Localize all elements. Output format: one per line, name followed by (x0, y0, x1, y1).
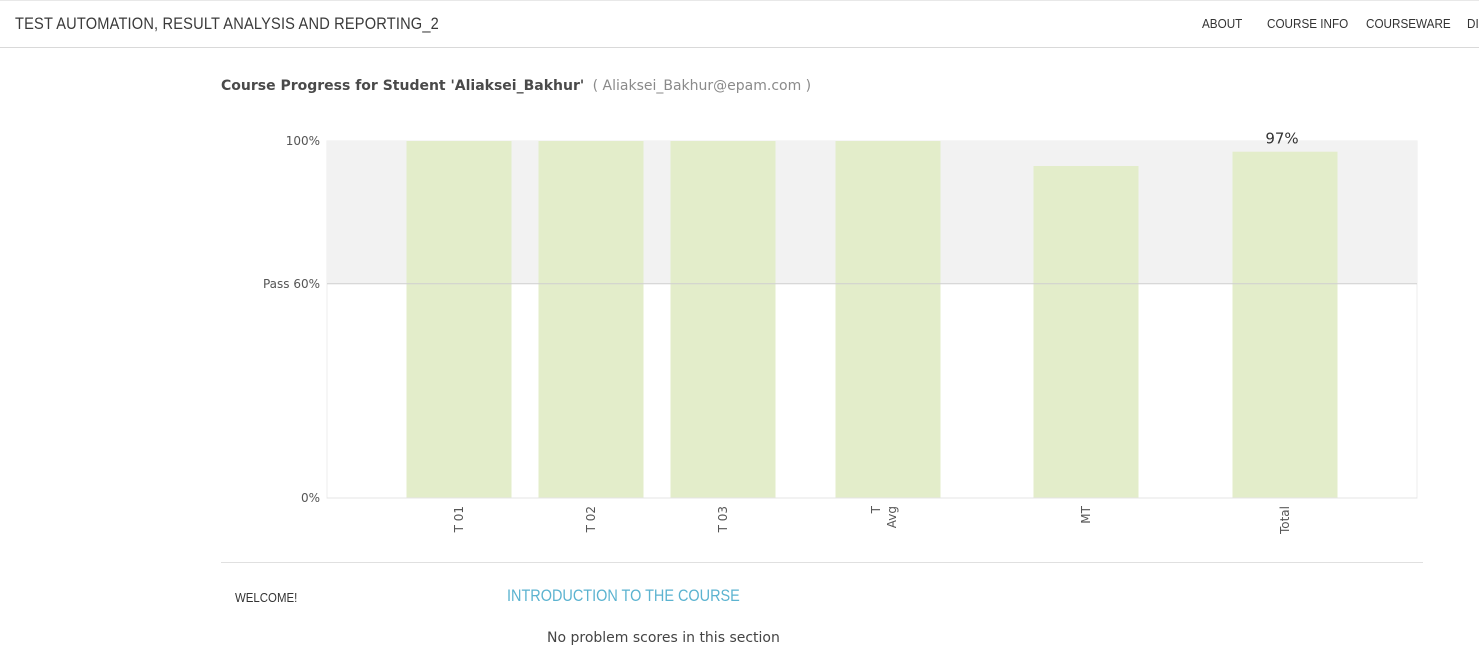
bar-t-02 (538, 141, 644, 498)
section-name: WELCOME! (235, 590, 298, 605)
bar-t-03 (670, 141, 776, 498)
x-tick-text: Total (1278, 506, 1292, 535)
no-scores-note: No problem scores in this section (547, 630, 780, 646)
y-tick-label: 0% (301, 491, 320, 505)
nav-truncated-item[interactable]: DI (1467, 16, 1479, 31)
bar-t-avg (835, 141, 941, 498)
x-tick-text: MT (1079, 505, 1093, 523)
nav-about[interactable]: ABOUT (1202, 16, 1243, 31)
nav-courseware[interactable]: COURSEWARE (1366, 16, 1451, 31)
bar-total (1232, 151, 1338, 498)
x-tick-label: T 03 (716, 506, 730, 533)
x-tick-text: T 03 (716, 506, 730, 533)
x-tick-label: T 02 (584, 506, 598, 533)
section-divider (221, 562, 1423, 563)
student-heading-text: Course Progress for Student 'Aliaksei_Ba… (221, 78, 585, 94)
bar-t-01 (406, 141, 512, 498)
x-tick-text: T (869, 505, 883, 514)
x-tick-label: T Avg (869, 505, 899, 528)
y-tick-label: 100% (286, 134, 320, 148)
nav-course-info[interactable]: COURSE INFO (1267, 16, 1349, 31)
y-tick-label: Pass 60% (263, 277, 320, 291)
x-tick-label: Total (1278, 506, 1292, 535)
x-tick-text: T 02 (584, 506, 598, 533)
course-title: TEST AUTOMATION, RESULT ANALYSIS AND REP… (15, 14, 439, 33)
subsection-link[interactable]: INTRODUCTION TO THE COURSE (507, 586, 740, 605)
x-tick-label: T 01 (452, 506, 466, 533)
x-tick-text: T 01 (452, 506, 466, 533)
x-tick-label: MT (1079, 505, 1093, 523)
x-tick-text: Avg (885, 506, 899, 528)
bar-data-label: 97% (1265, 130, 1298, 148)
bar-mt (1033, 165, 1139, 499)
top-navigation-bar: TEST AUTOMATION, RESULT ANALYSIS AND REP… (0, 0, 1479, 48)
student-email: ( Aliaksei_Bakhur@epam.com ) (592, 78, 812, 94)
progress-heading: Course Progress for Student 'Aliaksei_Ba… (221, 78, 811, 94)
progress-chart: 0% Pass 60% 100% T 01 T 02 T 03 T Avg MT Total 97% (263, 130, 1418, 535)
